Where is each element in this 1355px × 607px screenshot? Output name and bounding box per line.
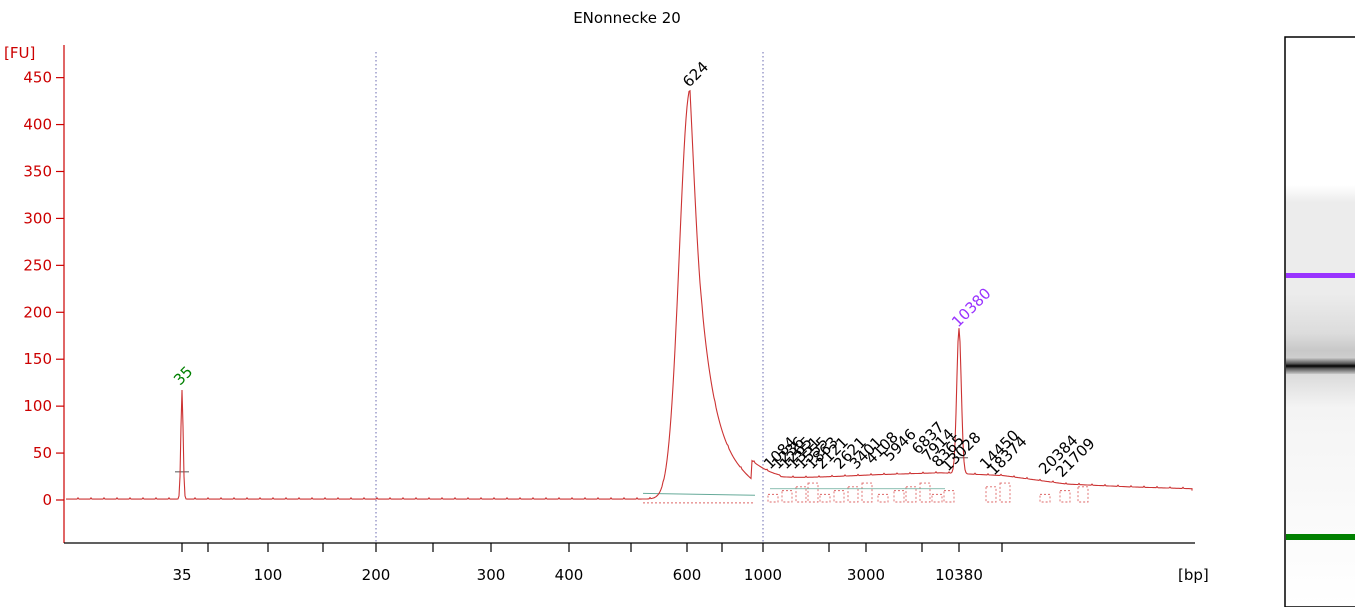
x-tick-label: 35 — [172, 566, 191, 584]
y-tick-label: 450 — [23, 69, 52, 87]
x-tick-label: 200 — [362, 566, 391, 584]
gel-lane-frame — [1284, 36, 1355, 607]
x-tick-label: 400 — [555, 566, 584, 584]
x-tick-label: 1000 — [744, 566, 782, 584]
x-tick-label: 600 — [673, 566, 702, 584]
peak-bin — [833, 490, 845, 503]
x-tick-label: 10380 — [935, 566, 983, 584]
peak-bin — [985, 486, 997, 503]
main-peak-label: 624 — [679, 58, 712, 91]
peak-bin — [905, 486, 917, 503]
peak-bin — [919, 482, 931, 503]
y-tick-label: 150 — [23, 350, 52, 368]
x-tick-label: 100 — [254, 566, 283, 584]
gel-band-lower-marker — [1286, 534, 1355, 540]
y-tick-label: 0 — [42, 491, 52, 509]
peak-bin — [795, 486, 807, 503]
y-tick-label: 350 — [23, 162, 52, 180]
peak-bin — [781, 490, 793, 503]
peak-bin — [943, 490, 955, 503]
peak-bin — [767, 493, 779, 503]
y-tick-label: 50 — [33, 444, 52, 462]
y-axis-unit: [FU] — [4, 44, 35, 62]
peak-bin — [847, 486, 859, 503]
y-tick-label: 200 — [23, 303, 52, 321]
x-tick-label: 3000 — [847, 566, 885, 584]
peak-baseline — [642, 492, 756, 496]
y-axis: 0 50 100 150 200 250 300 350 400 450 — [23, 45, 65, 543]
peak-bins — [175, 457, 1089, 504]
peak-bin — [931, 493, 943, 503]
peak-labels: 3562410380108412361265135115551863212126… — [170, 58, 1098, 481]
peak-bin — [1077, 486, 1089, 503]
x-axis-unit: [bp] — [1178, 566, 1209, 584]
peak-bin — [999, 482, 1011, 503]
peak-bin — [1059, 490, 1071, 503]
x-tick-label: 300 — [477, 566, 506, 584]
fluorescence-trace — [66, 89, 1193, 500]
peak-bin — [861, 482, 873, 503]
gel-band-upper-marker — [1286, 273, 1355, 278]
peak-bin — [819, 493, 831, 503]
peak-bin — [877, 493, 889, 503]
x-axis: 35 100 200 300 400 600 1000 3000 10380 — [64, 542, 1195, 584]
peak-bin — [893, 490, 905, 503]
gel-band-sample — [1286, 358, 1355, 374]
gel-lane — [1284, 36, 1355, 607]
upper-marker-label: 10380 — [948, 284, 994, 330]
y-tick-label: 250 — [23, 256, 52, 274]
lower-marker-label: 35 — [170, 363, 196, 389]
chart-title: ENonnecke 20 — [573, 9, 681, 27]
peak-bin — [807, 482, 819, 503]
gridlines — [375, 52, 764, 543]
y-tick-label: 400 — [23, 116, 52, 134]
y-tick-label: 300 — [23, 209, 52, 227]
peak-bin — [1039, 493, 1051, 503]
y-tick-label: 100 — [23, 397, 52, 415]
